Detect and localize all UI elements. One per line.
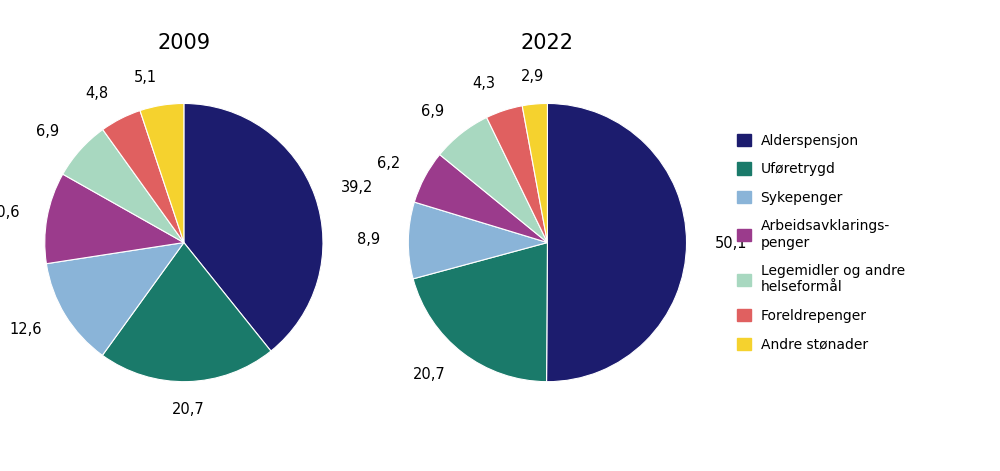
Wedge shape bbox=[522, 104, 547, 243]
Wedge shape bbox=[45, 174, 184, 264]
Legend: Alderspensjon, Uføretrygd, Sykepenger, Arbeidsavklarings-
penger, Legemidler og : Alderspensjon, Uføretrygd, Sykepenger, A… bbox=[731, 128, 910, 357]
Text: 6,9: 6,9 bbox=[36, 123, 60, 138]
Text: 39,2: 39,2 bbox=[341, 180, 374, 195]
Wedge shape bbox=[63, 130, 184, 243]
Title: 2022: 2022 bbox=[521, 33, 574, 53]
Wedge shape bbox=[487, 106, 547, 243]
Wedge shape bbox=[547, 104, 687, 382]
Wedge shape bbox=[440, 117, 547, 243]
Text: 4,3: 4,3 bbox=[472, 76, 495, 91]
Text: 2,9: 2,9 bbox=[521, 69, 544, 84]
Wedge shape bbox=[102, 243, 271, 382]
Text: 4,8: 4,8 bbox=[85, 86, 108, 101]
Text: 50,1: 50,1 bbox=[714, 236, 747, 251]
Text: 20,7: 20,7 bbox=[172, 402, 204, 417]
Wedge shape bbox=[408, 202, 547, 279]
Text: 8,9: 8,9 bbox=[357, 233, 381, 247]
Text: 20,7: 20,7 bbox=[413, 367, 446, 382]
Wedge shape bbox=[103, 111, 184, 243]
Text: 12,6: 12,6 bbox=[9, 322, 41, 337]
Wedge shape bbox=[46, 243, 184, 355]
Title: 2009: 2009 bbox=[157, 33, 210, 53]
Text: 5,1: 5,1 bbox=[134, 70, 157, 85]
Wedge shape bbox=[140, 104, 184, 243]
Text: 6,2: 6,2 bbox=[377, 156, 400, 171]
Wedge shape bbox=[184, 104, 323, 351]
Text: 10,6: 10,6 bbox=[0, 205, 20, 220]
Text: 6,9: 6,9 bbox=[421, 104, 444, 119]
Wedge shape bbox=[413, 243, 547, 382]
Wedge shape bbox=[414, 154, 547, 243]
